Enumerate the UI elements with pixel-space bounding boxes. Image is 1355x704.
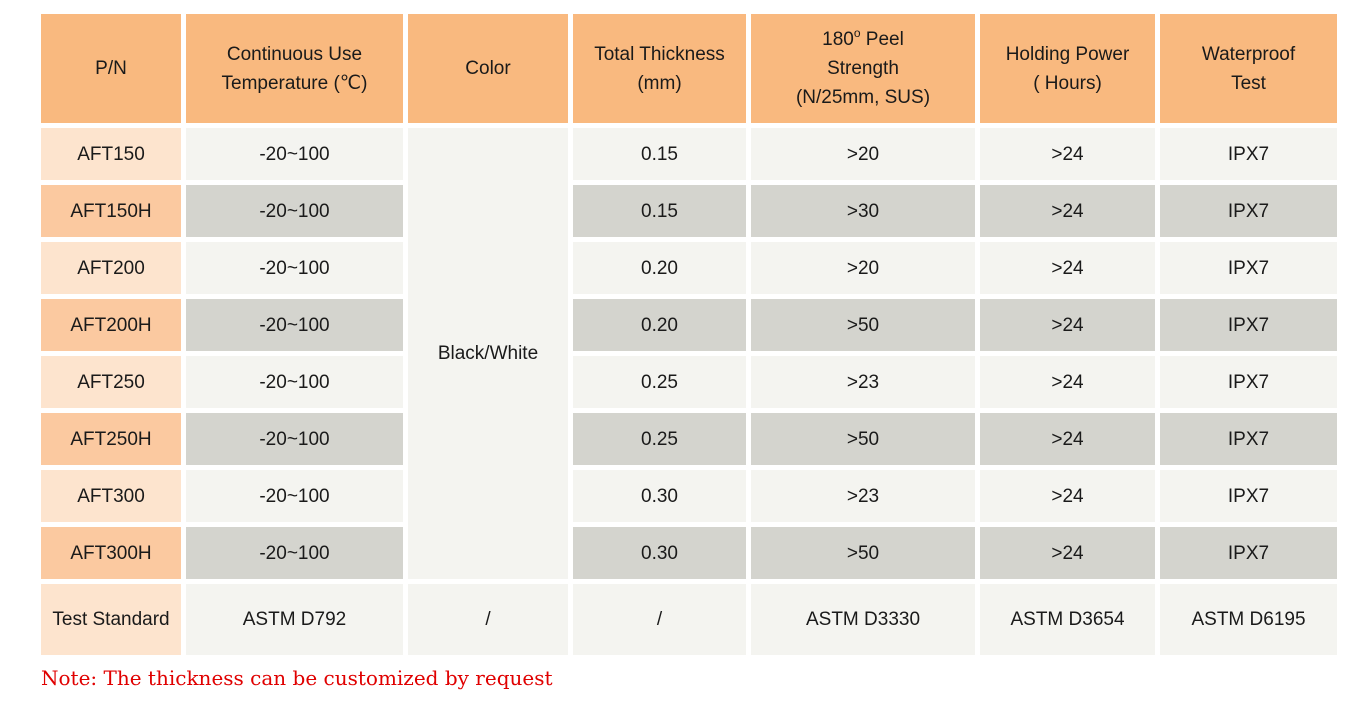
header-pn: P/N (41, 14, 181, 123)
cell-peel: >30 (751, 185, 975, 237)
table-row: AFT200 -20~100 0.20 >20 >24 IPX7 (41, 242, 1337, 294)
header-thick-line1: Total Thickness (594, 43, 725, 65)
header-waterproof: Waterproof Test (1160, 14, 1337, 123)
cell-temperature: -20~100 (186, 470, 403, 522)
cell-peel: >50 (751, 299, 975, 351)
cell-peel: >23 (751, 356, 975, 408)
table-row: AFT300H -20~100 0.30 >50 >24 IPX7 (41, 527, 1337, 579)
cell-thickness: 0.15 (573, 185, 746, 237)
cell-temperature: -20~100 (186, 242, 403, 294)
cell-peel: >20 (751, 128, 975, 180)
degree-sup: o (853, 26, 861, 40)
cell-waterproof: IPX7 (1160, 470, 1337, 522)
cell-holding: >24 (980, 470, 1155, 522)
cell-thickness: 0.25 (573, 356, 746, 408)
table-row: AFT300 -20~100 0.30 >23 >24 IPX7 (41, 470, 1337, 522)
cell-waterproof: IPX7 (1160, 413, 1337, 465)
cell-pn: AFT250 (41, 356, 181, 408)
cell-waterproof: IPX7 (1160, 527, 1337, 579)
table-row: AFT200H -20~100 0.20 >50 >24 IPX7 (41, 299, 1337, 351)
cell-peel: >23 (751, 470, 975, 522)
header-peel: 180o Peel Strength (N/25mm, SUS) (751, 14, 975, 123)
header-row: P/N Continuous Use Temperature (℃) Color … (41, 14, 1337, 123)
cell-holding: ASTM D3654 (980, 584, 1155, 655)
cell-thickness: 0.20 (573, 299, 746, 351)
cell-holding: >24 (980, 242, 1155, 294)
cell-temperature: -20~100 (186, 128, 403, 180)
cell-pn: AFT150 (41, 128, 181, 180)
cell-color: Black/White (408, 128, 568, 579)
header-water-line1: Waterproof (1201, 43, 1296, 65)
cell-peel: ASTM D3330 (751, 584, 975, 655)
table-row: AFT150H -20~100 0.15 >30 >24 IPX7 (41, 185, 1337, 237)
table-row: AFT250 -20~100 0.25 >23 >24 IPX7 (41, 356, 1337, 408)
cell-thickness: 0.25 (573, 413, 746, 465)
cell-waterproof: IPX7 (1160, 242, 1337, 294)
spec-table: P/N Continuous Use Temperature (℃) Color … (36, 9, 1342, 660)
cell-temperature: -20~100 (186, 527, 403, 579)
cell-pn: Test Standard (41, 584, 181, 655)
cell-peel: >20 (751, 242, 975, 294)
cell-pn: AFT300 (41, 470, 181, 522)
test-standard-row: Test Standard ASTM D792// ASTM D3330 ASTM D… (41, 584, 1337, 655)
cell-thickness: 0.30 (573, 470, 746, 522)
cell-holding: >24 (980, 299, 1155, 351)
header-color: Color (408, 14, 568, 123)
note-text: Note: The thickness can be customized by… (41, 666, 553, 690)
header-hold-line2: ( Hours) (1033, 72, 1102, 94)
header-temp-line2: Temperature (℃) (221, 72, 368, 94)
cell-waterproof: IPX7 (1160, 128, 1337, 180)
cell-pn: AFT200 (41, 242, 181, 294)
cell-waterproof: IPX7 (1160, 299, 1337, 351)
cell-temperature: -20~100 (186, 185, 403, 237)
header-water-line2: Test (1231, 72, 1266, 94)
header-holding: Holding Power ( Hours) (980, 14, 1155, 123)
header-thickness: Total Thickness (mm) (573, 14, 746, 123)
cell-pn: AFT200H (41, 299, 181, 351)
cell-holding: >24 (980, 527, 1155, 579)
cell-thickness: 0.20 (573, 242, 746, 294)
cell-color: / (408, 584, 568, 655)
cell-temperature: -20~100 (186, 413, 403, 465)
cell-waterproof: IPX7 (1160, 185, 1337, 237)
header-thick-line2: (mm) (637, 72, 682, 94)
cell-temperature: ASTM D792 (186, 584, 403, 655)
cell-temperature: -20~100 (186, 299, 403, 351)
header-peel-line2: Strength (827, 58, 899, 79)
cell-holding: >24 (980, 185, 1155, 237)
cell-thickness: 0.15 (573, 128, 746, 180)
cell-holding: >24 (980, 413, 1155, 465)
header-temp-line1: Continuous Use (226, 43, 363, 65)
cell-thickness: / (573, 584, 746, 655)
table-row: AFT150 -20~100 Black/White 0.15 >20 >24 IPX7 (41, 128, 1337, 579)
table-row: AFT250H -20~100 0.25 >50 >24 IPX7 (41, 413, 1337, 465)
cell-peel: >50 (751, 413, 975, 465)
cell-peel: >50 (751, 527, 975, 579)
header-peel-num: 180 (822, 29, 854, 50)
cell-holding: >24 (980, 356, 1155, 408)
header-peel-rest: Peel (860, 29, 904, 50)
cell-pn: AFT150H (41, 185, 181, 237)
cell-waterproof: ASTM D6195 (1160, 584, 1337, 655)
cell-holding: >24 (980, 128, 1155, 180)
cell-thickness: 0.30 (573, 527, 746, 579)
cell-temperature: -20~100 (186, 356, 403, 408)
cell-waterproof: IPX7 (1160, 356, 1337, 408)
header-temperature: Continuous Use Temperature (℃) (186, 14, 403, 123)
cell-pn: AFT250H (41, 413, 181, 465)
cell-pn: AFT300H (41, 527, 181, 579)
header-hold-line1: Holding Power (1005, 43, 1130, 65)
header-peel-line3: (N/25mm, SUS) (795, 87, 931, 108)
